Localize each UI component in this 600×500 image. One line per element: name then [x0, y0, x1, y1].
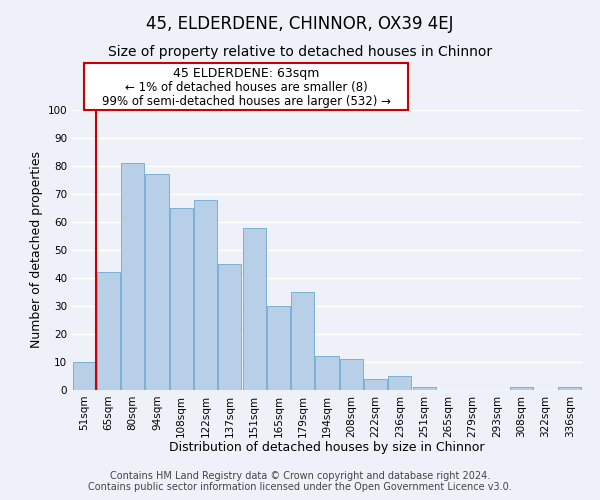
Text: 99% of semi-detached houses are larger (532) →: 99% of semi-detached houses are larger (… — [101, 95, 391, 108]
Text: Size of property relative to detached houses in Chinnor: Size of property relative to detached ho… — [108, 45, 492, 59]
Y-axis label: Number of detached properties: Number of detached properties — [31, 152, 43, 348]
Bar — [121, 163, 144, 390]
Text: ← 1% of detached houses are smaller (8): ← 1% of detached houses are smaller (8) — [125, 82, 367, 94]
Bar — [364, 379, 387, 390]
Text: 45 ELDERDENE: 63sqm: 45 ELDERDENE: 63sqm — [173, 68, 319, 80]
Bar — [97, 272, 120, 390]
X-axis label: Distribution of detached houses by size in Chinnor: Distribution of detached houses by size … — [169, 441, 485, 454]
Bar — [316, 356, 338, 390]
Bar — [194, 200, 217, 390]
Bar — [170, 208, 193, 390]
Bar — [291, 292, 314, 390]
Bar — [388, 376, 412, 390]
Bar — [340, 359, 363, 390]
Bar — [413, 387, 436, 390]
Text: Contains HM Land Registry data © Crown copyright and database right 2024.: Contains HM Land Registry data © Crown c… — [110, 471, 490, 481]
Bar — [145, 174, 169, 390]
Bar — [73, 362, 95, 390]
Text: 45, ELDERDENE, CHINNOR, OX39 4EJ: 45, ELDERDENE, CHINNOR, OX39 4EJ — [146, 15, 454, 33]
Bar — [510, 387, 533, 390]
Bar — [559, 387, 581, 390]
Bar — [218, 264, 241, 390]
Bar — [242, 228, 266, 390]
Text: Contains public sector information licensed under the Open Government Licence v3: Contains public sector information licen… — [88, 482, 512, 492]
Bar — [267, 306, 290, 390]
